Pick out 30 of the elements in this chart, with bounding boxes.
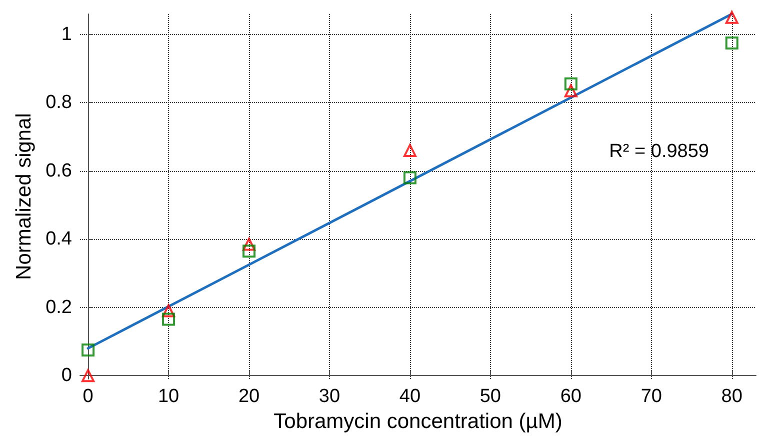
y-tick-label: 0.6 bbox=[46, 160, 72, 182]
point bbox=[82, 344, 95, 357]
x-tick-label: 20 bbox=[238, 386, 260, 407]
y-tick-label: 0.8 bbox=[46, 92, 72, 114]
y-tick-label: 0 bbox=[61, 365, 72, 386]
point bbox=[564, 77, 578, 90]
x-tick-label: 70 bbox=[640, 386, 662, 407]
y-tick-label: 1 bbox=[61, 24, 72, 45]
x-tick-label: 30 bbox=[318, 386, 340, 407]
y-tick-label: 0.4 bbox=[46, 228, 72, 250]
y-axis-title: Normalized signal bbox=[12, 113, 36, 280]
x-tick-label: 60 bbox=[560, 386, 582, 407]
y-tick-label: 0.2 bbox=[46, 296, 72, 318]
point bbox=[403, 171, 416, 184]
annotation: R² = 0.9859 bbox=[609, 141, 710, 162]
x-tick-label: 80 bbox=[721, 386, 742, 407]
point bbox=[403, 144, 416, 157]
point bbox=[725, 36, 738, 50]
point bbox=[162, 312, 176, 326]
x-axis-title: Tobramycin concentration (µM) bbox=[274, 410, 562, 433]
x-tick-label: 0 bbox=[82, 386, 94, 407]
x-tick-label: 10 bbox=[158, 386, 180, 407]
point bbox=[162, 304, 176, 318]
point bbox=[82, 369, 95, 382]
point bbox=[725, 10, 738, 24]
point bbox=[242, 238, 256, 251]
x-tick-label: 50 bbox=[480, 386, 501, 407]
x-tick-label: 40 bbox=[399, 386, 421, 407]
point bbox=[564, 84, 578, 98]
point bbox=[242, 244, 256, 258]
